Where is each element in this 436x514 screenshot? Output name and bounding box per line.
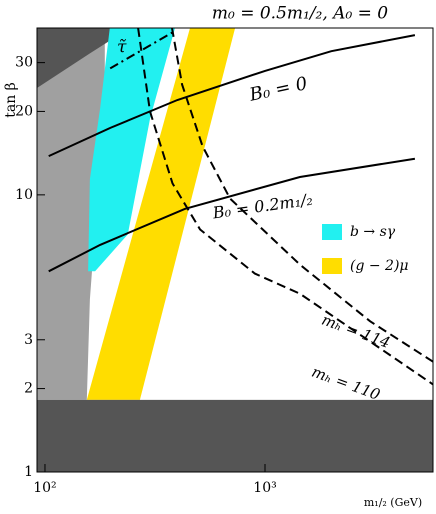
legend-swatch [322,258,342,274]
region [88,28,175,272]
y-tick-label: 3 [24,332,33,348]
plot-frame [36,27,434,473]
curve [48,34,416,158]
annotation: mₕ = 114 [319,311,392,352]
x-tick-label: 10³ [253,480,276,496]
annotation: B₀ = 0 [247,73,309,106]
legend-label: b → sγ [350,224,396,240]
chart-title: m₀ = 0.5m₁/₂, A₀ = 0 [212,4,388,24]
y-tick-label: 1 [24,464,33,480]
x-tick-label: 10² [33,480,56,496]
region [37,28,130,88]
x-axis-label: m₁/₂ (GeV) [364,496,422,509]
annotation: τ̃ [117,38,127,58]
region [37,399,433,472]
region [37,28,105,400]
annotation: mₕ = 110 [309,363,383,405]
curve [109,30,176,70]
y-tick-label: 2 [24,381,33,397]
curve [171,28,433,363]
y-tick-label: 30 [15,55,33,71]
curve [137,28,433,386]
y-axis-label: tan β [3,82,19,118]
annotation: B₀ = 0.2m₁/₂ [211,190,314,223]
curve [48,157,416,273]
y-tick-label: 20 [15,103,33,119]
legend-swatch [322,224,342,240]
legend-label: (g − 2)μ [350,258,409,274]
region [86,28,236,400]
y-tick-label: 10 [15,187,33,203]
